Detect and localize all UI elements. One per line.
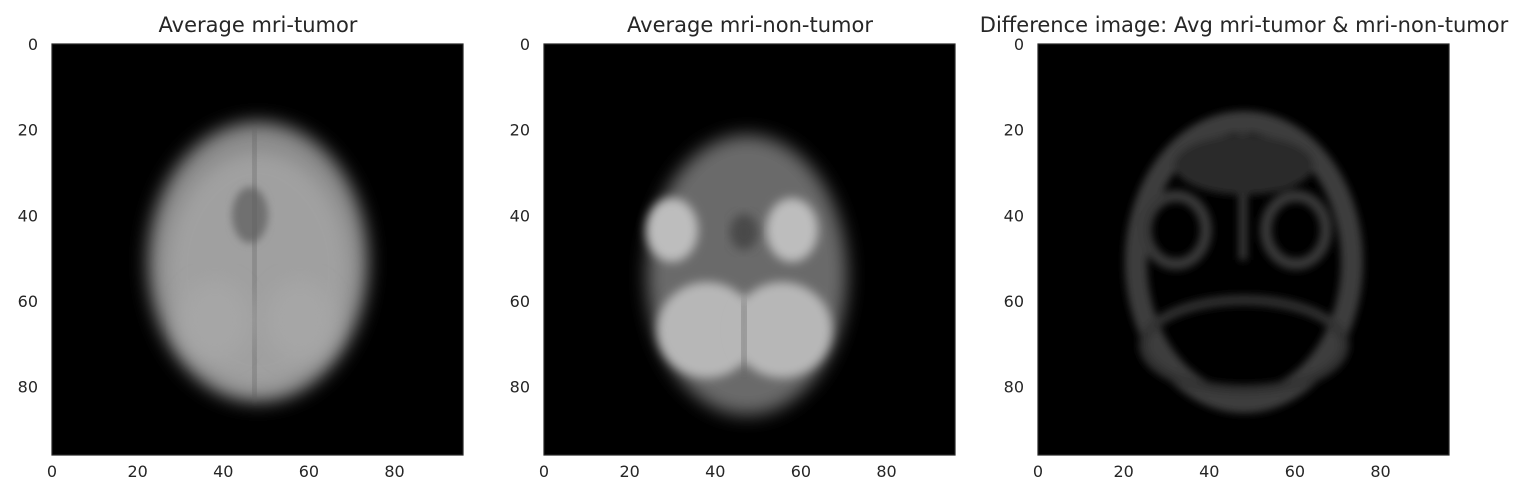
chart-2-xtick-label: 60 xyxy=(791,462,811,481)
chart-3-frame xyxy=(1037,43,1450,456)
chart-1-title: Average mri-tumor xyxy=(159,13,358,37)
chart-3-ytick-label: 80 xyxy=(1004,378,1024,397)
chart-3-ytick-label: 20 xyxy=(1004,121,1024,140)
chart-1-brain-image xyxy=(148,122,368,402)
chart-2-ytick-label: 0 xyxy=(520,35,530,54)
chart-3-plot-area xyxy=(1037,43,1450,456)
chart-3-xtick-label: 60 xyxy=(1285,462,1305,481)
chart-2-frame xyxy=(543,43,956,456)
chart-3-xtick-label: 20 xyxy=(1113,462,1133,481)
chart-2-ytick-label: 40 xyxy=(510,206,530,225)
chart-2-svg: Average mri-non-tumor 0 20 40 60 80 0 20 40 60 80 xyxy=(510,13,956,481)
chart-3-ytick-label: 60 xyxy=(1004,292,1024,311)
chart-1-ytick-label: 80 xyxy=(18,378,38,397)
chart-2-title: Average mri-non-tumor xyxy=(627,13,873,37)
chart-1-xtick-label: 0 xyxy=(47,462,57,481)
chart-3-ytick-label: 40 xyxy=(1004,206,1024,225)
chart-panel-1: Average mri-tumor 0 20 40 60 80 0 20 40 60 80 xyxy=(0,0,500,504)
chart-3-xtick-label: 80 xyxy=(1370,462,1390,481)
chart-1-frame xyxy=(51,43,464,456)
chart-1-xtick-label: 40 xyxy=(213,462,233,481)
chart-1-xtick-label: 80 xyxy=(384,462,404,481)
chart-1-svg: Average mri-tumor 0 20 40 60 80 0 20 40 60 80 xyxy=(18,13,464,481)
chart-2-xtick-label: 40 xyxy=(705,462,725,481)
chart-2-xtick-label: 0 xyxy=(539,462,549,481)
chart-2-ytick-label: 20 xyxy=(510,121,530,140)
chart-2-brain-image xyxy=(646,135,847,415)
chart-3-xtick-label: 40 xyxy=(1199,462,1219,481)
chart-1-ytick-label: 40 xyxy=(18,206,38,225)
chart-1-ytick-label: 0 xyxy=(28,35,38,54)
chart-3-ytick-label: 0 xyxy=(1014,35,1024,54)
chart-3-xtick-label: 0 xyxy=(1033,462,1043,481)
chart-1-ytick-label: 20 xyxy=(18,121,38,140)
chart-panel-3: Difference image: Avg mri-tumor & mri-no… xyxy=(980,0,1509,504)
chart-3-difference-image xyxy=(1125,111,1363,413)
chart-2-xtick-label: 20 xyxy=(619,462,639,481)
chart-2-ytick-label: 60 xyxy=(510,292,530,311)
chart-1-xtick-label: 60 xyxy=(299,462,319,481)
chart-1-ytick-label: 60 xyxy=(18,292,38,311)
chart-2-xtick-label: 80 xyxy=(876,462,896,481)
chart-1-xtick-label: 20 xyxy=(127,462,147,481)
chart-3-title: Difference image: Avg mri-tumor & mri-no… xyxy=(980,13,1509,37)
chart-2-ytick-label: 80 xyxy=(510,378,530,397)
chart-1-plot-area xyxy=(51,43,464,456)
chart-panel-2: Average mri-non-tumor 0 20 40 60 80 0 20 40 60 80 xyxy=(492,0,992,504)
chart-3-svg: Difference image: Avg mri-tumor & mri-no… xyxy=(980,13,1509,481)
chart-2-plot-area xyxy=(543,43,956,456)
